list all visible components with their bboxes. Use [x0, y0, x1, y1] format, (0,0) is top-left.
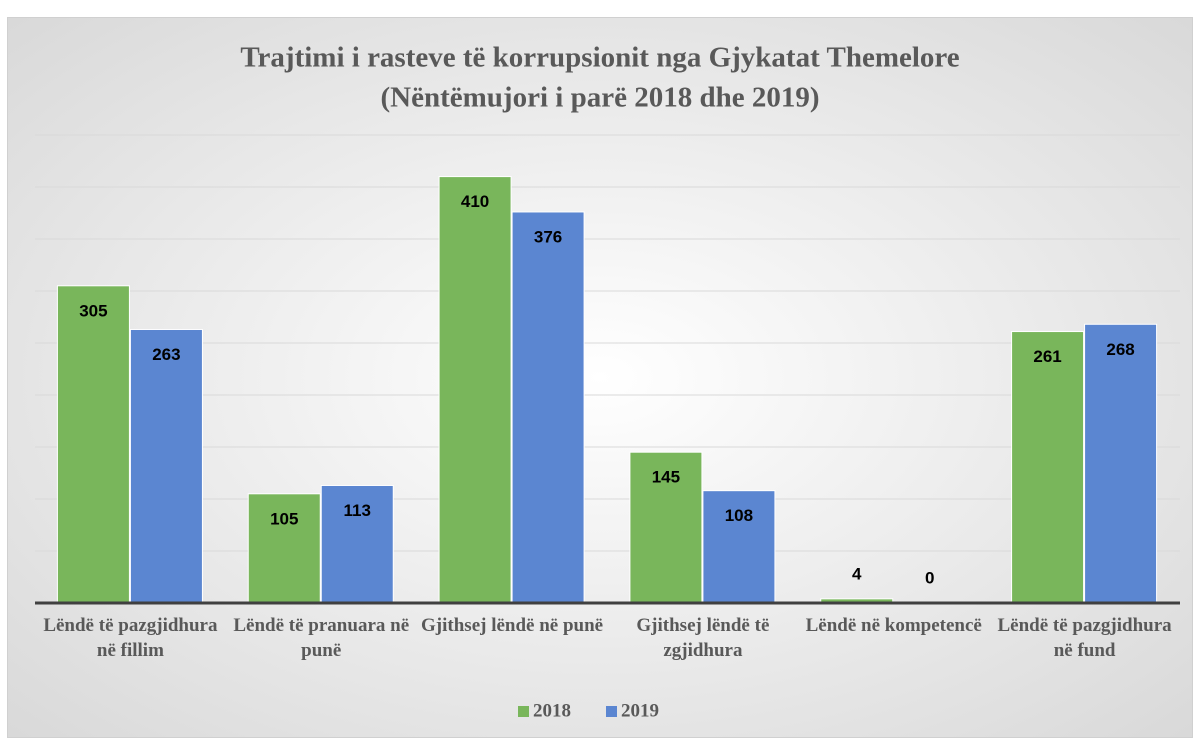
- x-tick-label-box: Gjithsej lëndë në punë: [421, 615, 604, 636]
- x-tick-label-box: Lëndë të pazgjidhura në fillim: [43, 615, 218, 661]
- legend-label: 2018: [533, 700, 571, 721]
- x-tick-label: Gjithsej lëndë në punë: [421, 615, 604, 636]
- legend-swatch: [518, 706, 529, 717]
- data-label: 145: [652, 468, 680, 487]
- bar: [511, 211, 585, 604]
- bar: [129, 328, 203, 604]
- data-label: 113: [344, 501, 371, 520]
- chart-frame: [7, 17, 1193, 738]
- legend-label: 2019: [621, 700, 659, 721]
- data-label: 263: [152, 345, 180, 364]
- bar: [1011, 331, 1085, 604]
- data-label: 305: [79, 301, 107, 320]
- x-tick-label-box: Lëndë në kompetencë: [805, 615, 982, 636]
- bar: [56, 285, 130, 604]
- data-label: 268: [1106, 340, 1134, 359]
- chart-title: Trajtimi i rasteve të korrupsionit nga G…: [240, 42, 959, 74]
- data-label: 410: [461, 192, 489, 211]
- legend-swatch: [606, 706, 617, 717]
- x-tick-label: Lëndë të pazgjidhura në fund: [997, 615, 1172, 661]
- bar: [702, 490, 776, 604]
- x-tick-label: Lëndë të pazgjidhura në fillim: [43, 615, 218, 661]
- data-label: 4: [852, 564, 862, 583]
- x-tick-label: Gjithsej lëndë të zgjidhura: [636, 615, 770, 661]
- bar: [438, 176, 512, 604]
- chart-subtitle: (Nëntëmujori i parë 2018 dhe 2019): [381, 82, 820, 114]
- x-tick-label: Lëndë në kompetencë: [805, 615, 982, 636]
- x-tick-label-box: Gjithsej lëndë të zgjidhura: [636, 615, 770, 661]
- bar: [247, 493, 321, 604]
- data-label: 376: [534, 227, 562, 246]
- x-tick-label: Lëndë të pranuara në punë: [233, 615, 410, 661]
- data-label: 105: [270, 509, 298, 528]
- x-tick-label-box: Lëndë të pranuara në punë: [233, 615, 410, 661]
- bar: [629, 451, 703, 604]
- data-label: 261: [1033, 347, 1061, 366]
- data-label: 108: [725, 506, 753, 525]
- data-label: 0: [925, 568, 934, 587]
- x-tick-label-box: Lëndë të pazgjidhura në fund: [997, 615, 1172, 661]
- bar: [1084, 323, 1158, 604]
